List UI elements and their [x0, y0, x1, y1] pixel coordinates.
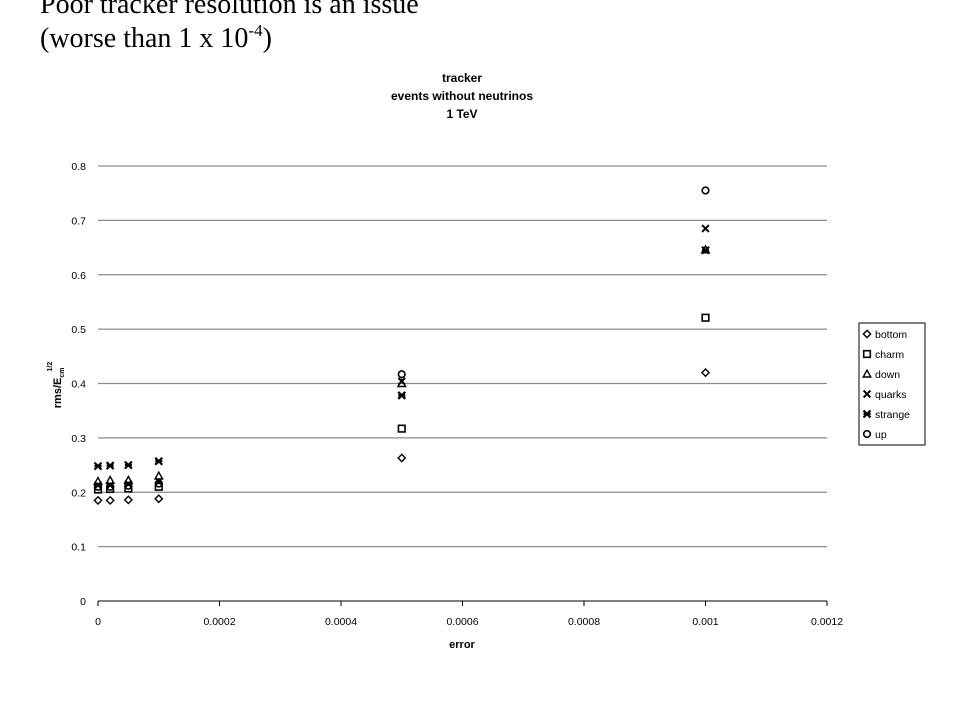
legend-label: strange — [875, 409, 910, 421]
y-axis-ticks: 0 0.1 0.2 0.3 0.4 0.5 0.6 0.7 0.8 — [71, 161, 86, 608]
y-axis-label: rms/Ecm 1/2 — [47, 362, 66, 409]
chart-gridlines — [98, 165, 827, 548]
data-point-quarks — [701, 224, 710, 233]
slide-title-line2-prefix: (worse than 1 x 10 — [40, 23, 249, 54]
data-point-strange — [124, 460, 133, 470]
y-tick-label: 0.5 — [71, 324, 86, 336]
x-tick-label: 0.0006 — [446, 616, 478, 628]
legend-marker-charm — [862, 349, 872, 359]
slide-title-line1: Poor tracker resolution is an issue — [40, 0, 419, 20]
y-tick-label: 0.1 — [71, 542, 86, 554]
chart-title-line: events without neutrinos — [391, 89, 533, 103]
series-quarks — [93, 224, 710, 490]
data-point-up — [397, 370, 406, 379]
y-axis-label-text: rms/Ecm 1/2 — [47, 362, 66, 409]
slide-title: Poor tracker resolution is an issue (wor… — [40, 0, 419, 56]
legend-label: up — [875, 429, 887, 441]
data-point-bottom — [154, 494, 164, 504]
legend-item-strange: strange — [862, 409, 910, 421]
x-axis-ticks: 0 0.0002 0.0004 0.0006 0.0008 0.001 0.0012 — [95, 601, 843, 628]
y-tick-label: 0.3 — [71, 433, 86, 445]
legend-marker-bottom — [862, 329, 872, 339]
chart-title: tracker events without neutrinos 1 TeV — [391, 71, 533, 121]
data-point-quarks — [106, 481, 115, 490]
data-point-up — [93, 482, 103, 491]
y-tick-label: 0.8 — [71, 161, 86, 173]
legend-item-bottom: bottom — [862, 329, 907, 341]
y-axis-label-sup: 1/2 — [47, 362, 54, 372]
y-tick-label: 0.4 — [71, 379, 86, 391]
data-point-bottom — [105, 495, 115, 505]
slide-title-exponent: -4 — [248, 21, 263, 40]
legend-marker-quarks — [862, 389, 872, 399]
slide-title-line2-suffix: ) — [262, 23, 272, 54]
data-point-strange — [397, 391, 407, 400]
chart-legend: bottom charm down quarks strange up — [858, 322, 926, 446]
series-strange — [93, 246, 710, 471]
y-axis-label-main: rms/E — [52, 378, 64, 409]
series-up — [93, 186, 710, 491]
y-tick-label: 0.2 — [71, 487, 86, 499]
data-point-up — [124, 481, 133, 490]
legend-label: charm — [875, 349, 904, 361]
data-point-strange — [154, 456, 164, 466]
legend-label: down — [875, 369, 900, 381]
data-point-charm — [154, 482, 163, 491]
y-axis-label-sub: cm — [59, 368, 66, 378]
legend-item-down: down — [862, 368, 900, 381]
data-point-up — [701, 186, 710, 195]
y-tick-label: 0.7 — [71, 215, 86, 227]
data-points — [93, 186, 711, 505]
x-axis-label: error — [449, 639, 475, 651]
data-point-quarks — [154, 477, 163, 486]
chart-title-line: tracker — [442, 71, 482, 85]
data-point-quarks — [93, 481, 103, 490]
legend-marker-up — [862, 429, 872, 439]
series-charm — [93, 313, 710, 494]
data-point-charm — [701, 313, 710, 322]
data-point-up — [154, 479, 163, 488]
series-bottom — [93, 368, 711, 505]
y-tick-label: 0 — [80, 596, 86, 608]
data-point-charm — [397, 424, 406, 433]
x-tick-label: 0.0002 — [203, 616, 235, 628]
legend-label: quarks — [875, 389, 907, 401]
series-down — [93, 244, 711, 486]
data-point-bottom — [397, 453, 407, 463]
data-point-bottom — [93, 495, 103, 505]
data-point-strange — [701, 246, 710, 255]
data-point-bottom — [700, 368, 711, 378]
data-point-strange — [93, 461, 103, 471]
data-point-bottom — [123, 495, 133, 505]
legend-marker-down — [862, 368, 872, 378]
data-point-strange — [105, 461, 115, 470]
legend-box — [858, 322, 926, 446]
data-point-down — [153, 470, 164, 480]
y-tick-label: 0.6 — [71, 270, 86, 282]
legend-item-quarks: quarks — [862, 389, 907, 401]
legend-marker-strange — [862, 409, 872, 419]
data-point-quarks — [397, 377, 406, 386]
x-tick-label: 0.001 — [692, 616, 718, 628]
legend-item-up: up — [862, 429, 887, 441]
x-tick-label: 0.0008 — [568, 616, 600, 628]
x-tick-label: 0 — [95, 616, 101, 628]
data-point-up — [106, 482, 115, 491]
legend-label: bottom — [875, 329, 907, 341]
chart-title-line: 1 TeV — [446, 107, 477, 121]
x-tick-label: 0.0012 — [811, 616, 843, 628]
data-point-quarks — [124, 479, 133, 489]
x-tick-label: 0.0004 — [325, 616, 357, 628]
legend-item-charm: charm — [862, 349, 904, 361]
